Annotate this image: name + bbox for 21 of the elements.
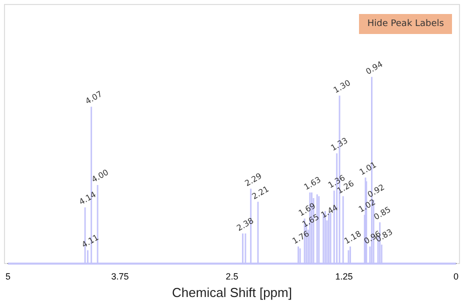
annotation: 4.00 [90,168,110,184]
annotation: 1.30 [332,78,352,95]
annotation: 4.14 [78,190,98,207]
annotation: 0.92 [366,182,386,200]
x-tick-label: 0 [453,271,459,282]
annotation: 1.44 [320,203,340,220]
x-tick-label: 5 [5,271,11,282]
annotation: 1.01 [358,160,378,177]
text: Hide Peak Labels [359,14,452,34]
annotation: 4.07 [84,89,104,106]
annotation: 1.18 [342,229,363,246]
annotation: 2.38 [235,216,256,233]
annotation: 0.94 [364,60,384,76]
annotation: 1.33 [329,136,350,153]
x-axis-title: Chemical Shift [ppm] [172,284,292,300]
annotation: 1.63 [302,175,322,192]
x-tick-label: 1.25 [335,271,353,282]
annotation: 4.11 [80,232,100,250]
x-tick-label: 2.5 [226,271,238,282]
x-tick-label: 3.75 [111,271,129,282]
annotation: 1.76 [290,229,311,246]
